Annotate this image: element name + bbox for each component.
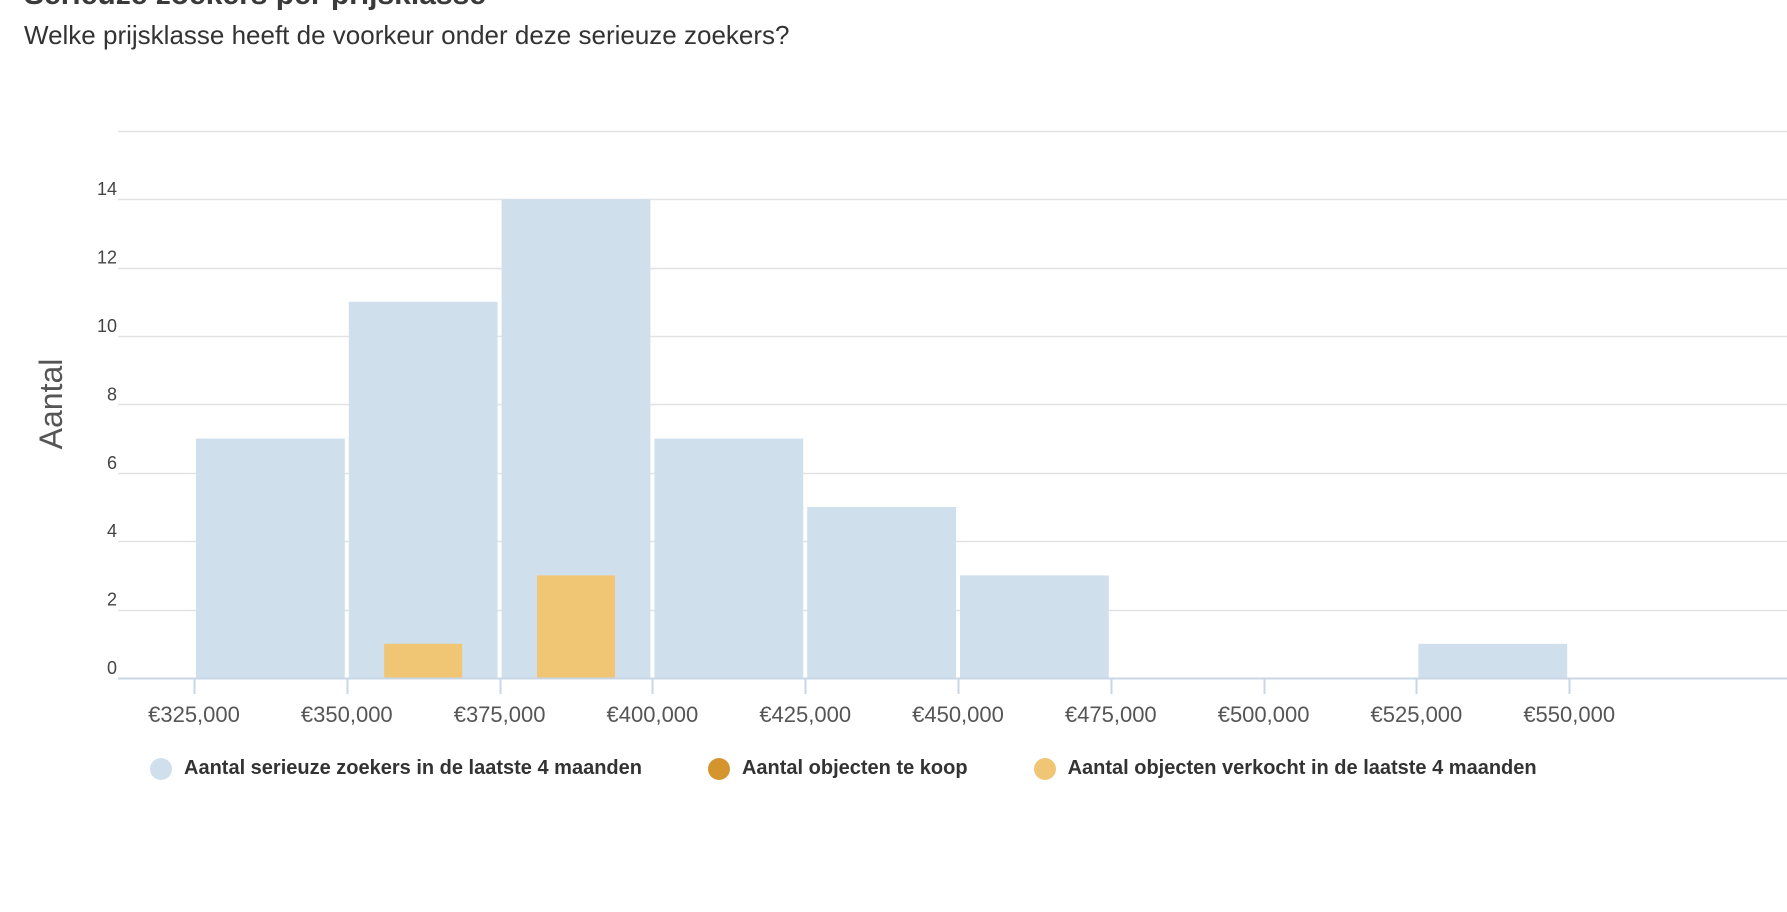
bar-zoekers [654, 438, 804, 678]
legend-marker-te-koop [707, 757, 730, 780]
bar-zoekers [196, 438, 345, 678]
legend-item-verkocht[interactable]: Aantal objecten verkocht in de laatste 4… [1033, 757, 1537, 780]
legend: Aantal serieuze zoekers in de laatste 4 … [150, 757, 1603, 780]
y-tick-label: 2 [107, 590, 117, 610]
x-tick-label: €450,000 [912, 702, 1004, 727]
bar-zoekers [807, 507, 956, 678]
x-tick-label: €350,000 [301, 702, 393, 727]
bar-zoekers [348, 301, 498, 678]
legend-label-zoekers: Aantal serieuze zoekers in de laatste 4 … [184, 757, 642, 779]
x-tick-label: €525,000 [1371, 702, 1463, 727]
x-tick-label: €400,000 [607, 702, 699, 727]
y-tick-label: 14 [97, 179, 117, 199]
y-tick-label: 6 [107, 453, 117, 473]
x-tick-label: €325,000 [148, 702, 240, 727]
y-tick-label: 8 [107, 384, 117, 404]
legend-label-verkocht: Aantal objecten verkocht in de laatste 4… [1067, 757, 1537, 779]
legend-label-te-koop: Aantal objecten te koop [741, 757, 968, 779]
bar-verkocht [537, 575, 615, 678]
y-tick-label: 0 [107, 658, 117, 678]
x-tick-label: €375,000 [454, 702, 546, 727]
y-axis-label: Aantal [33, 359, 69, 450]
chart-subtitle: Welke prijsklasse heeft de voorkeur onde… [24, 20, 790, 50]
x-tick-label: €475,000 [1065, 702, 1157, 727]
x-tick-label: €500,000 [1218, 702, 1310, 727]
bar-zoekers [1418, 643, 1568, 678]
y-tick-label: 4 [107, 521, 117, 541]
y-tick-label: 10 [97, 316, 117, 336]
chart-title: Serieuze zoekers per prijsklasse [24, 0, 486, 12]
legend-marker-zoekers [150, 757, 172, 780]
legend-item-te-koop[interactable]: Aantal objecten te koop [707, 757, 968, 780]
x-tick-label: €550,000 [1523, 702, 1615, 727]
legend-marker-verkocht [1033, 757, 1056, 780]
x-tick-label: €425,000 [759, 702, 851, 727]
legend-item-zoekers[interactable]: Aantal serieuze zoekers in de laatste 4 … [150, 757, 642, 780]
y-tick-label: 12 [97, 248, 117, 268]
bar-verkocht [384, 643, 463, 678]
histogram-chart: 0 2 4 6 8 10 12 14 €325,000 €350,000 €375,000 €400,… [33, 130, 1787, 727]
bar-zoekers [960, 575, 1109, 678]
